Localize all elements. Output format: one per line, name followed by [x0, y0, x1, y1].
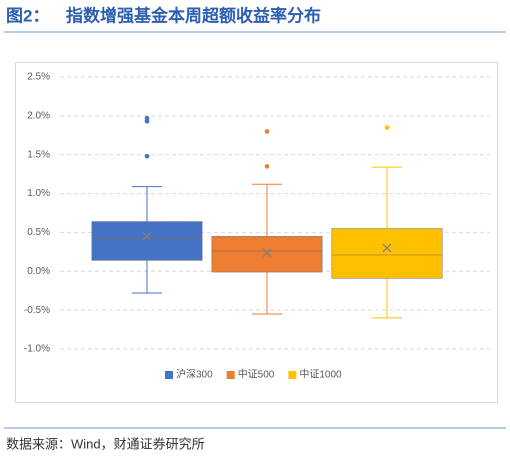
- y-tick-label: 2.0%: [27, 110, 50, 121]
- y-tick-label: -0.5%: [24, 305, 50, 316]
- y-tick-label: 1.0%: [27, 188, 50, 199]
- box: [91, 221, 203, 261]
- y-tick-label: 0.0%: [27, 266, 50, 277]
- outlier: [144, 153, 150, 159]
- mean-marker: [262, 248, 272, 258]
- legend-label: 中证500: [238, 368, 275, 381]
- box: [331, 228, 443, 279]
- figure-label: 图2：: [6, 6, 49, 25]
- outlier: [264, 129, 270, 134]
- outlier: [264, 164, 270, 169]
- chart-title: 指数增强基金本周超额收益率分布: [66, 5, 321, 25]
- y-tick-label: 2.5%: [27, 72, 50, 83]
- legend-label: 中证1000: [299, 368, 342, 381]
- outlier: [144, 115, 150, 121]
- legend-label: 沪深300: [176, 368, 213, 381]
- source-note: 数据来源：Wind，财通证券研究所: [6, 436, 205, 451]
- y-tick-label: -1.0%: [24, 344, 50, 355]
- legend-swatch: [165, 371, 173, 379]
- y-tick-label: 0.5%: [27, 227, 50, 238]
- box: [211, 236, 323, 273]
- legend-swatch: [226, 371, 235, 379]
- mean-marker: [142, 231, 152, 241]
- legend-swatch: [288, 371, 297, 379]
- outlier: [384, 125, 390, 130]
- y-tick-label: 1.5%: [27, 149, 50, 160]
- mean-marker: [382, 243, 392, 253]
